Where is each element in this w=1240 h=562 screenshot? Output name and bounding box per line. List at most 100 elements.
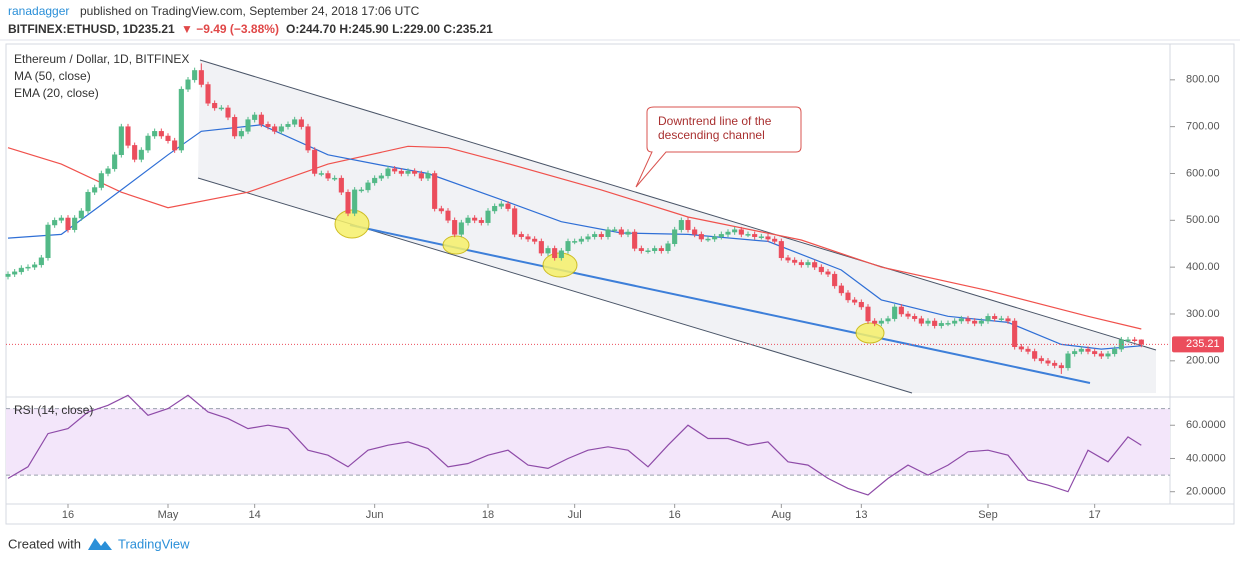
candle-body [738, 229, 744, 235]
candle-body [65, 217, 71, 230]
candle-body [572, 241, 578, 243]
candle-body [505, 203, 511, 209]
highlight [334, 209, 370, 239]
candle-body [352, 189, 358, 214]
chart-frame [5, 43, 1235, 525]
candle-body [178, 88, 184, 151]
y-tick-label: 500.00 [1186, 214, 1220, 226]
candle-body [685, 220, 691, 230]
x-tick-label: Sep [978, 509, 998, 521]
highlight [855, 322, 885, 344]
candle-body [472, 217, 478, 221]
y-tick-label: 700.00 [1186, 121, 1220, 133]
footer-brand[interactable]: TradingView [118, 536, 190, 551]
channel-lower-line [197, 177, 913, 394]
rsi-line [7, 394, 1142, 496]
candle-body [545, 248, 551, 254]
author[interactable]: ranadagger [8, 4, 69, 18]
candle-body [152, 131, 158, 137]
candle-body [578, 238, 584, 242]
candle-body [778, 241, 784, 259]
candle-body [465, 217, 471, 223]
candle-body [898, 306, 904, 315]
candle-body [1052, 362, 1058, 366]
rsi-y-tick-label: 40.0000 [1186, 452, 1226, 464]
candle-body [1018, 346, 1024, 350]
candle-body [518, 234, 524, 237]
candle-body [792, 259, 798, 263]
candle-body [585, 236, 591, 240]
candle-body [872, 320, 878, 324]
candle-body [118, 126, 124, 156]
candle-body [458, 222, 464, 235]
candle-body [625, 231, 631, 235]
candle-body [238, 131, 244, 137]
candle-body [125, 126, 131, 146]
candle-body [492, 206, 498, 212]
candle-body [858, 302, 864, 308]
candle-body [812, 262, 818, 268]
candle-body [892, 306, 898, 319]
candle-body [825, 271, 831, 275]
candle-body [665, 243, 671, 252]
candle-body [105, 168, 111, 174]
rsi-y-tick-label: 20.0000 [1186, 486, 1226, 498]
candle-body [325, 173, 331, 179]
candle-body [638, 248, 644, 252]
candle-body [272, 126, 278, 132]
candle-body [885, 318, 891, 322]
candle-body [285, 124, 291, 127]
candle-body [218, 107, 224, 110]
candle-body [512, 208, 518, 235]
candle-body [425, 173, 431, 179]
candle-body [385, 168, 391, 177]
callout-box [635, 106, 802, 188]
highlights [334, 209, 885, 344]
candle-body [838, 285, 844, 294]
x-tick-label: 16 [62, 509, 74, 521]
y-tick-label: 400.00 [1186, 261, 1220, 273]
candle-body [1098, 353, 1104, 357]
candle-body [172, 140, 178, 151]
candle-body [952, 320, 958, 324]
candle-body [992, 316, 998, 319]
candle-body [852, 299, 858, 303]
candle-body [292, 119, 298, 125]
candle-body [1005, 318, 1011, 322]
x-tick-label: Jun [366, 509, 384, 521]
candle-body [405, 170, 411, 174]
candle-body [165, 135, 171, 141]
candle-body [938, 323, 944, 326]
candle-body [192, 70, 198, 81]
candle-body [1012, 320, 1018, 348]
logo [88, 538, 112, 550]
candle-body [1058, 365, 1064, 369]
candle-body [652, 248, 658, 252]
candle-body [1138, 339, 1144, 345]
candle-body [432, 173, 438, 209]
candle-body [805, 262, 811, 266]
candle-body [865, 306, 871, 322]
candle-body [372, 177, 378, 184]
indicator-line [7, 145, 1142, 330]
candle-body [658, 248, 664, 252]
candle-body [72, 217, 78, 230]
x-tick-label: Aug [772, 509, 792, 521]
candle-body [298, 119, 304, 127]
candle-body [452, 220, 458, 235]
candle-body [158, 131, 164, 137]
candle-body [258, 114, 264, 125]
candle-body [772, 238, 778, 242]
legend-ema: EMA (20, close) [14, 86, 99, 100]
legend-rsi: RSI (14, close) [14, 403, 93, 417]
candle-body [705, 238, 711, 241]
candle-body [1132, 339, 1138, 341]
y-tick-label: 800.00 [1186, 74, 1220, 86]
candle-body [565, 241, 571, 252]
candle-body [378, 175, 384, 179]
candle-body [78, 210, 84, 219]
candle-body [365, 182, 371, 191]
ohlc: O:244.70 H:245.90 L:229.00 C:235.21 [286, 22, 493, 36]
candle-body [38, 257, 44, 266]
candle-body [132, 145, 138, 160]
